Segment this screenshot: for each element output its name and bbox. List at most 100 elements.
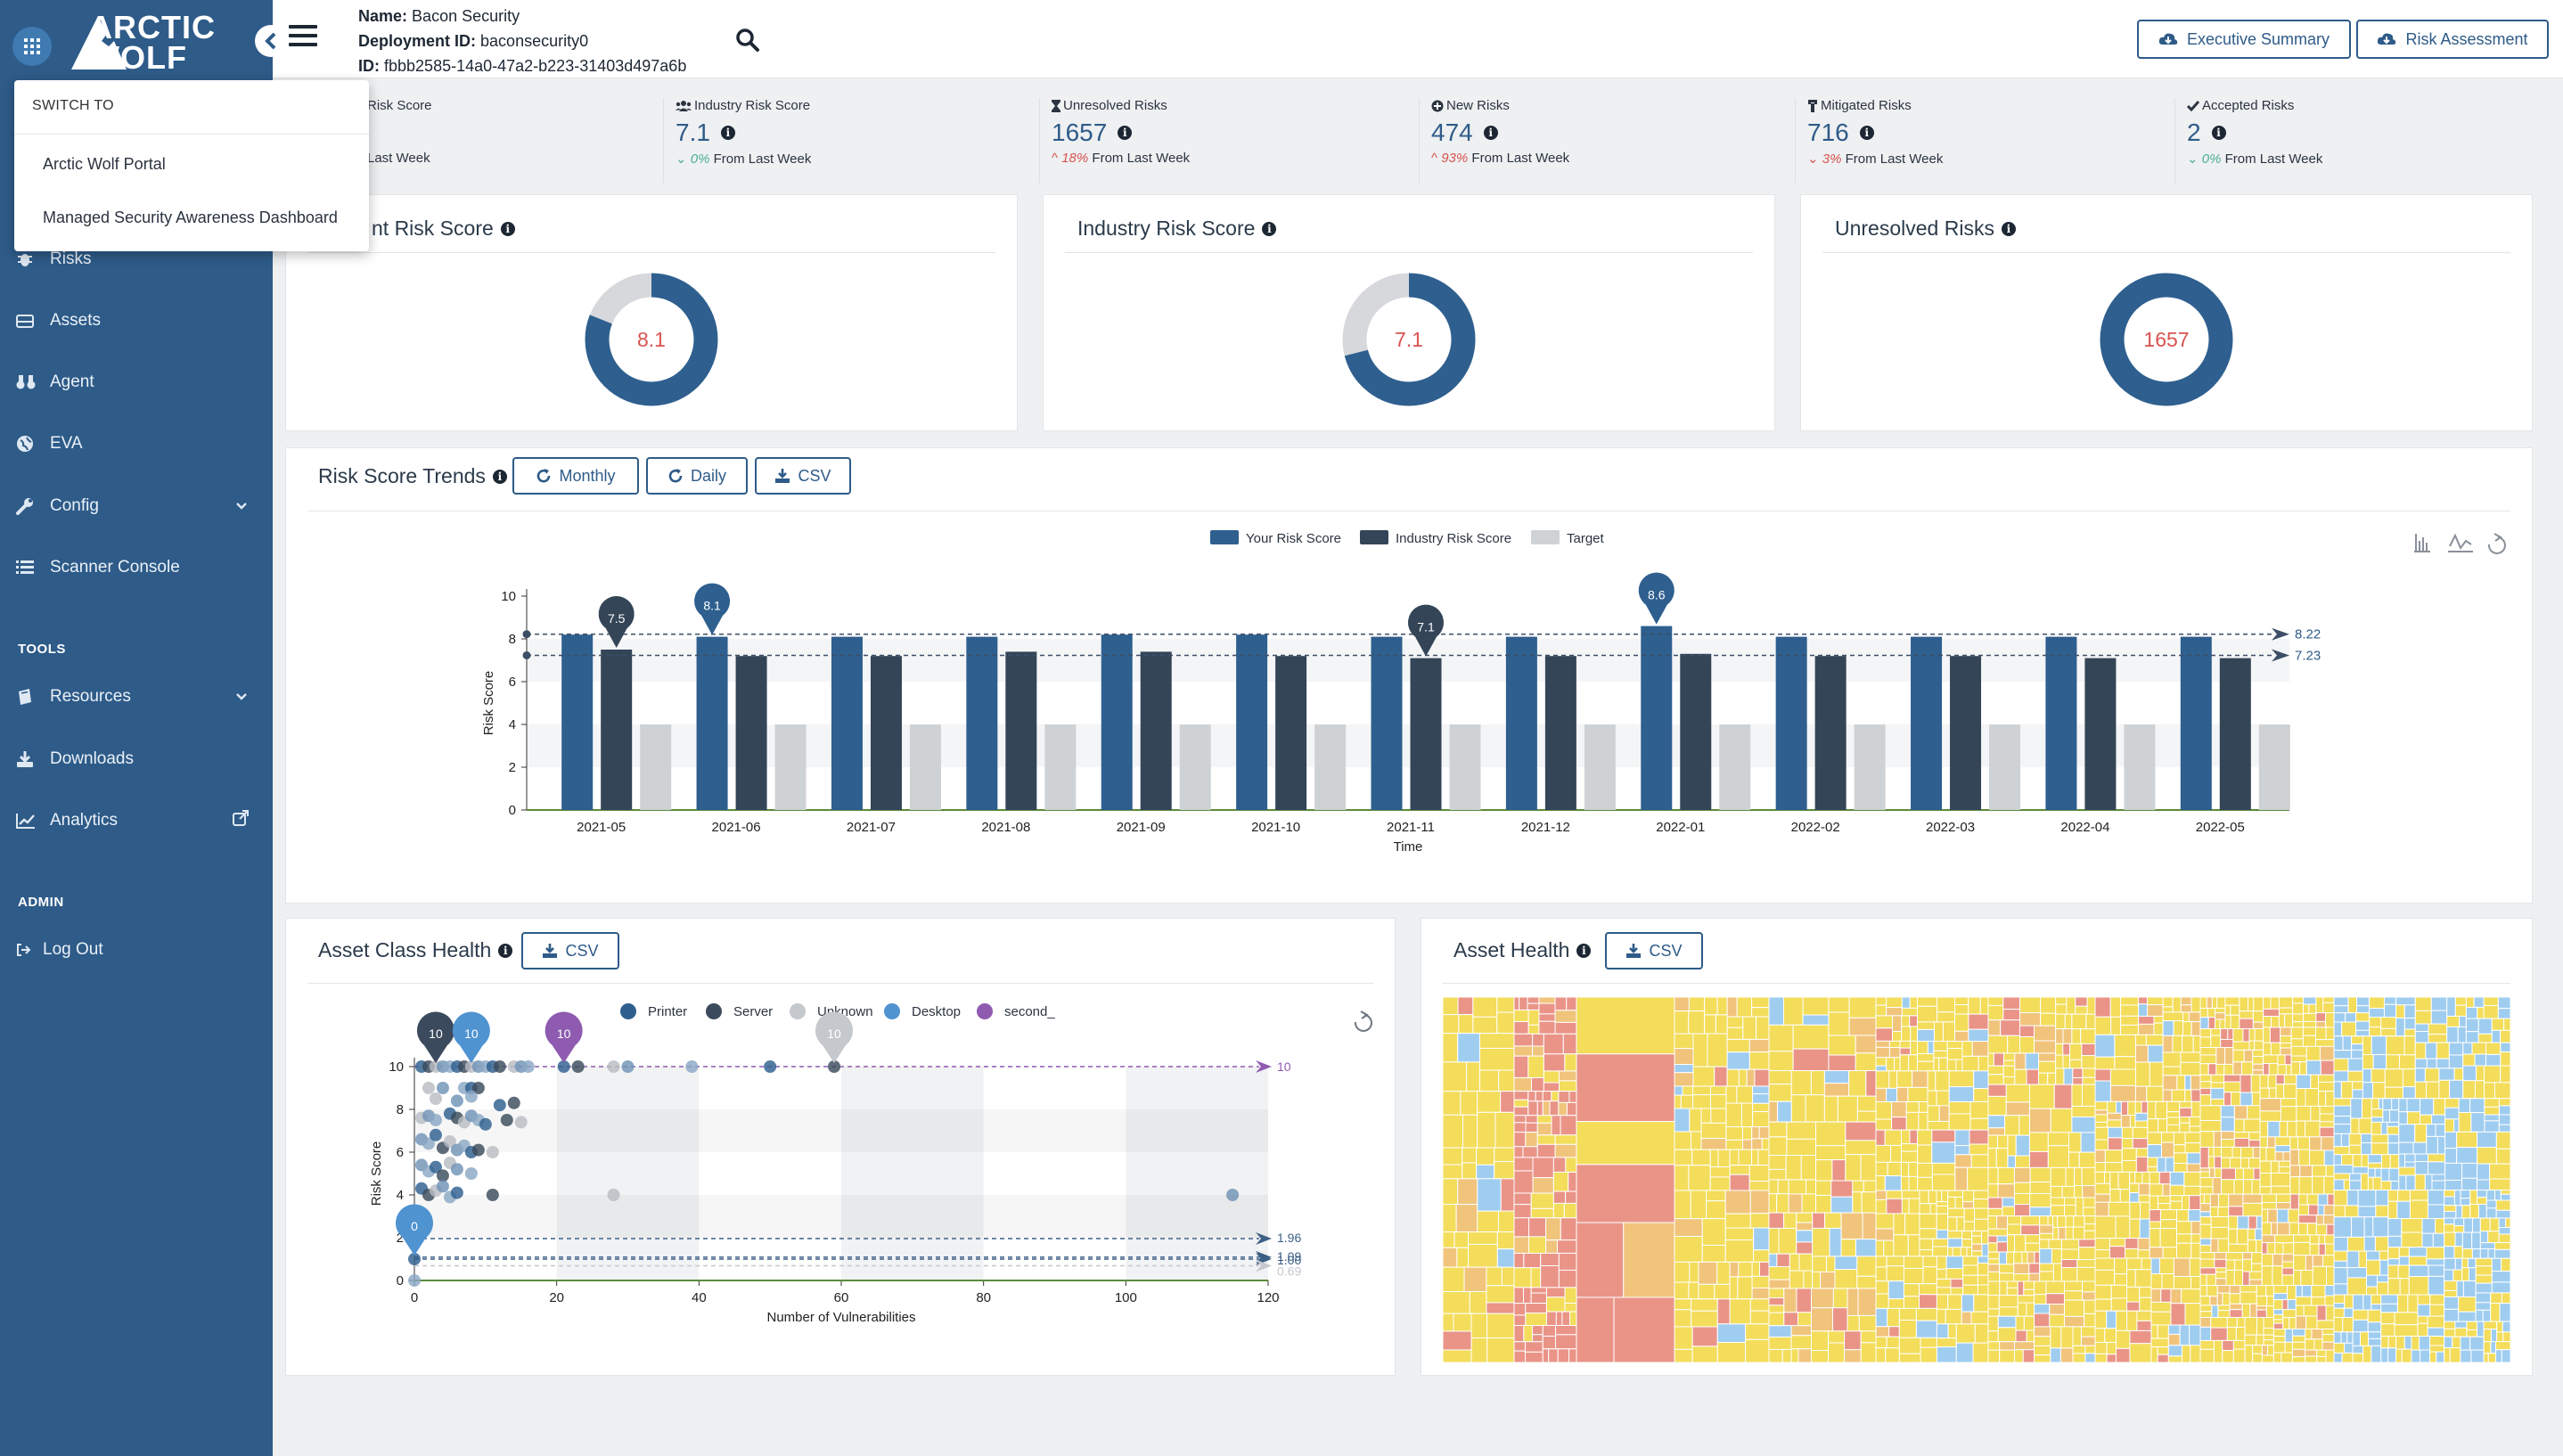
- treemap-cell: [2222, 1339, 2234, 1352]
- treemap-cell: [2058, 1226, 2067, 1240]
- treemap-cell: [2199, 1094, 2212, 1107]
- info-icon[interactable]: i: [2211, 126, 2226, 140]
- treemap-cell: [1933, 1021, 1945, 1043]
- treemap-cell: [2272, 1329, 2286, 1337]
- treemap-cell: [2115, 1329, 2131, 1349]
- collapse-sidebar-button[interactable]: [255, 25, 287, 57]
- asset-health-treemap[interactable]: [1443, 997, 2510, 1362]
- info-icon[interactable]: i: [1859, 126, 1874, 140]
- treemap-cell: [2134, 1171, 2143, 1184]
- treemap-cell: [2236, 1316, 2246, 1328]
- menu-item-security-awareness[interactable]: Managed Security Awareness Dashboard: [43, 209, 338, 226]
- treemap-cell: [1740, 1102, 1754, 1128]
- treemap-cell: [2372, 1216, 2389, 1238]
- treemap-cell: [2183, 1171, 2201, 1187]
- info-icon[interactable]: i: [720, 126, 735, 140]
- treemap-cell: [2411, 1349, 2421, 1362]
- treemap-cell: [2333, 1216, 2353, 1238]
- treemap-cell: [2333, 1342, 2346, 1354]
- treemap-cell: [2263, 1042, 2272, 1056]
- treemap-cell: [2280, 1035, 2292, 1044]
- treemap-cell: [2387, 1347, 2397, 1362]
- line-chart-icon[interactable]: [2448, 533, 2473, 552]
- treemap-cell: [2199, 1131, 2215, 1148]
- restore-icon[interactable]: [2487, 533, 2506, 554]
- menu-item-arctic-wolf-portal[interactable]: Arctic Wolf Portal: [43, 155, 166, 173]
- trends-csv-button[interactable]: CSV: [755, 457, 851, 495]
- treemap-cell: [1840, 1239, 1856, 1257]
- info-icon[interactable]: i: [1576, 943, 1592, 958]
- top-header: Name: Bacon Security Deployment ID: baco…: [273, 0, 2563, 78]
- treemap-cell: [2242, 1271, 2250, 1287]
- treemap-cell: [2062, 1028, 2073, 1044]
- treemap-cell: [1789, 1253, 1800, 1272]
- info-icon[interactable]: i: [1262, 221, 1277, 236]
- executive-summary-button[interactable]: Executive Summary: [2137, 20, 2351, 59]
- asset-health-csv-button[interactable]: CSV: [1605, 932, 1703, 969]
- info-icon[interactable]: i: [492, 469, 507, 484]
- treemap-cell: [1936, 1337, 1957, 1348]
- treemap-cell: [2210, 1316, 2228, 1329]
- treemap-cell: [1947, 1196, 1956, 1209]
- x-tick-label: 2021-11: [1387, 820, 1435, 835]
- info-icon[interactable]: i: [500, 221, 515, 236]
- treemap-cell: [1909, 997, 1918, 1009]
- treemap-cell: [1933, 1057, 1940, 1072]
- treemap-cell: [2071, 1116, 2096, 1133]
- treemap-cell: [1531, 1334, 1544, 1343]
- treemap-cell: [2333, 1146, 2350, 1156]
- sidebar-item-log-out[interactable]: Log Out: [0, 928, 273, 972]
- treemap-cell: [1513, 1236, 1529, 1254]
- treemap-cell: [2287, 1299, 2297, 1311]
- restore-icon[interactable]: [1354, 1010, 1372, 1032]
- treemap-cell: [2366, 1286, 2378, 1296]
- treemap-cell: [1919, 1249, 1934, 1257]
- marker-pin: [545, 1011, 583, 1063]
- card-divider: [307, 983, 1373, 984]
- sidebar-item-analytics[interactable]: Analytics: [0, 798, 273, 843]
- treemap-cell: [1954, 1129, 1970, 1147]
- treemap-cell: [2431, 1180, 2446, 1191]
- treemap-cell: [2386, 1054, 2400, 1070]
- sidebar-item-downloads[interactable]: Downloads: [0, 737, 273, 781]
- search-button[interactable]: [736, 29, 759, 56]
- info-icon[interactable]: i: [2001, 221, 2016, 236]
- brand-logo[interactable]: ARCTIC WOLF: [89, 12, 216, 74]
- treemap-cell: [2333, 1164, 2354, 1174]
- sidebar-item-config[interactable]: Config: [0, 484, 273, 528]
- bar: [1950, 656, 1982, 810]
- treemap-cell: [1806, 1179, 1817, 1195]
- treemap-cell: [2216, 997, 2226, 1009]
- sidebar-item-risks[interactable]: Risks: [0, 237, 273, 282]
- sidebar-item-resources[interactable]: Resources: [0, 675, 273, 719]
- asset-class-csv-button[interactable]: CSV: [521, 932, 619, 969]
- treemap-cell: [2314, 1027, 2327, 1041]
- treemap-cell: [2268, 1087, 2277, 1100]
- marker-pin: [1638, 572, 1675, 625]
- info-icon[interactable]: i: [1118, 126, 1133, 140]
- info-icon[interactable]: i: [498, 943, 513, 958]
- treemap-cell: [2231, 1146, 2242, 1158]
- daily-button[interactable]: Daily: [646, 457, 748, 495]
- sidebar-item-eva[interactable]: EVA: [0, 421, 273, 466]
- hamburger-menu-button[interactable]: [289, 23, 317, 53]
- risk-assessment-button[interactable]: Risk Assessment: [2356, 20, 2549, 59]
- bar-chart-icon[interactable]: [2414, 534, 2430, 552]
- sidebar-item-agent[interactable]: Agent: [0, 360, 273, 405]
- bar: [1275, 656, 1307, 810]
- sidebar-item-scanner-console[interactable]: Scanner Console: [0, 545, 273, 590]
- sidebar-item-assets[interactable]: Assets: [0, 299, 273, 343]
- treemap-cell: [1545, 1296, 1566, 1313]
- treemap-cell: [1936, 1090, 1950, 1107]
- treemap-cell: [1576, 997, 1675, 1055]
- treemap-cell: [1875, 1065, 1887, 1072]
- treemap-cell: [1997, 1315, 2017, 1329]
- treemap-cell: [2435, 1124, 2446, 1137]
- logo-bar: ARCTIC WOLF: [0, 0, 273, 78]
- info-icon[interactable]: i: [1483, 126, 1498, 140]
- scatter-point: [486, 1189, 499, 1201]
- treemap-cell: [1971, 1250, 1983, 1257]
- apps-grid-button[interactable]: [12, 27, 52, 66]
- monthly-button[interactable]: Monthly: [512, 457, 639, 495]
- treemap-cell: [1519, 997, 1528, 1010]
